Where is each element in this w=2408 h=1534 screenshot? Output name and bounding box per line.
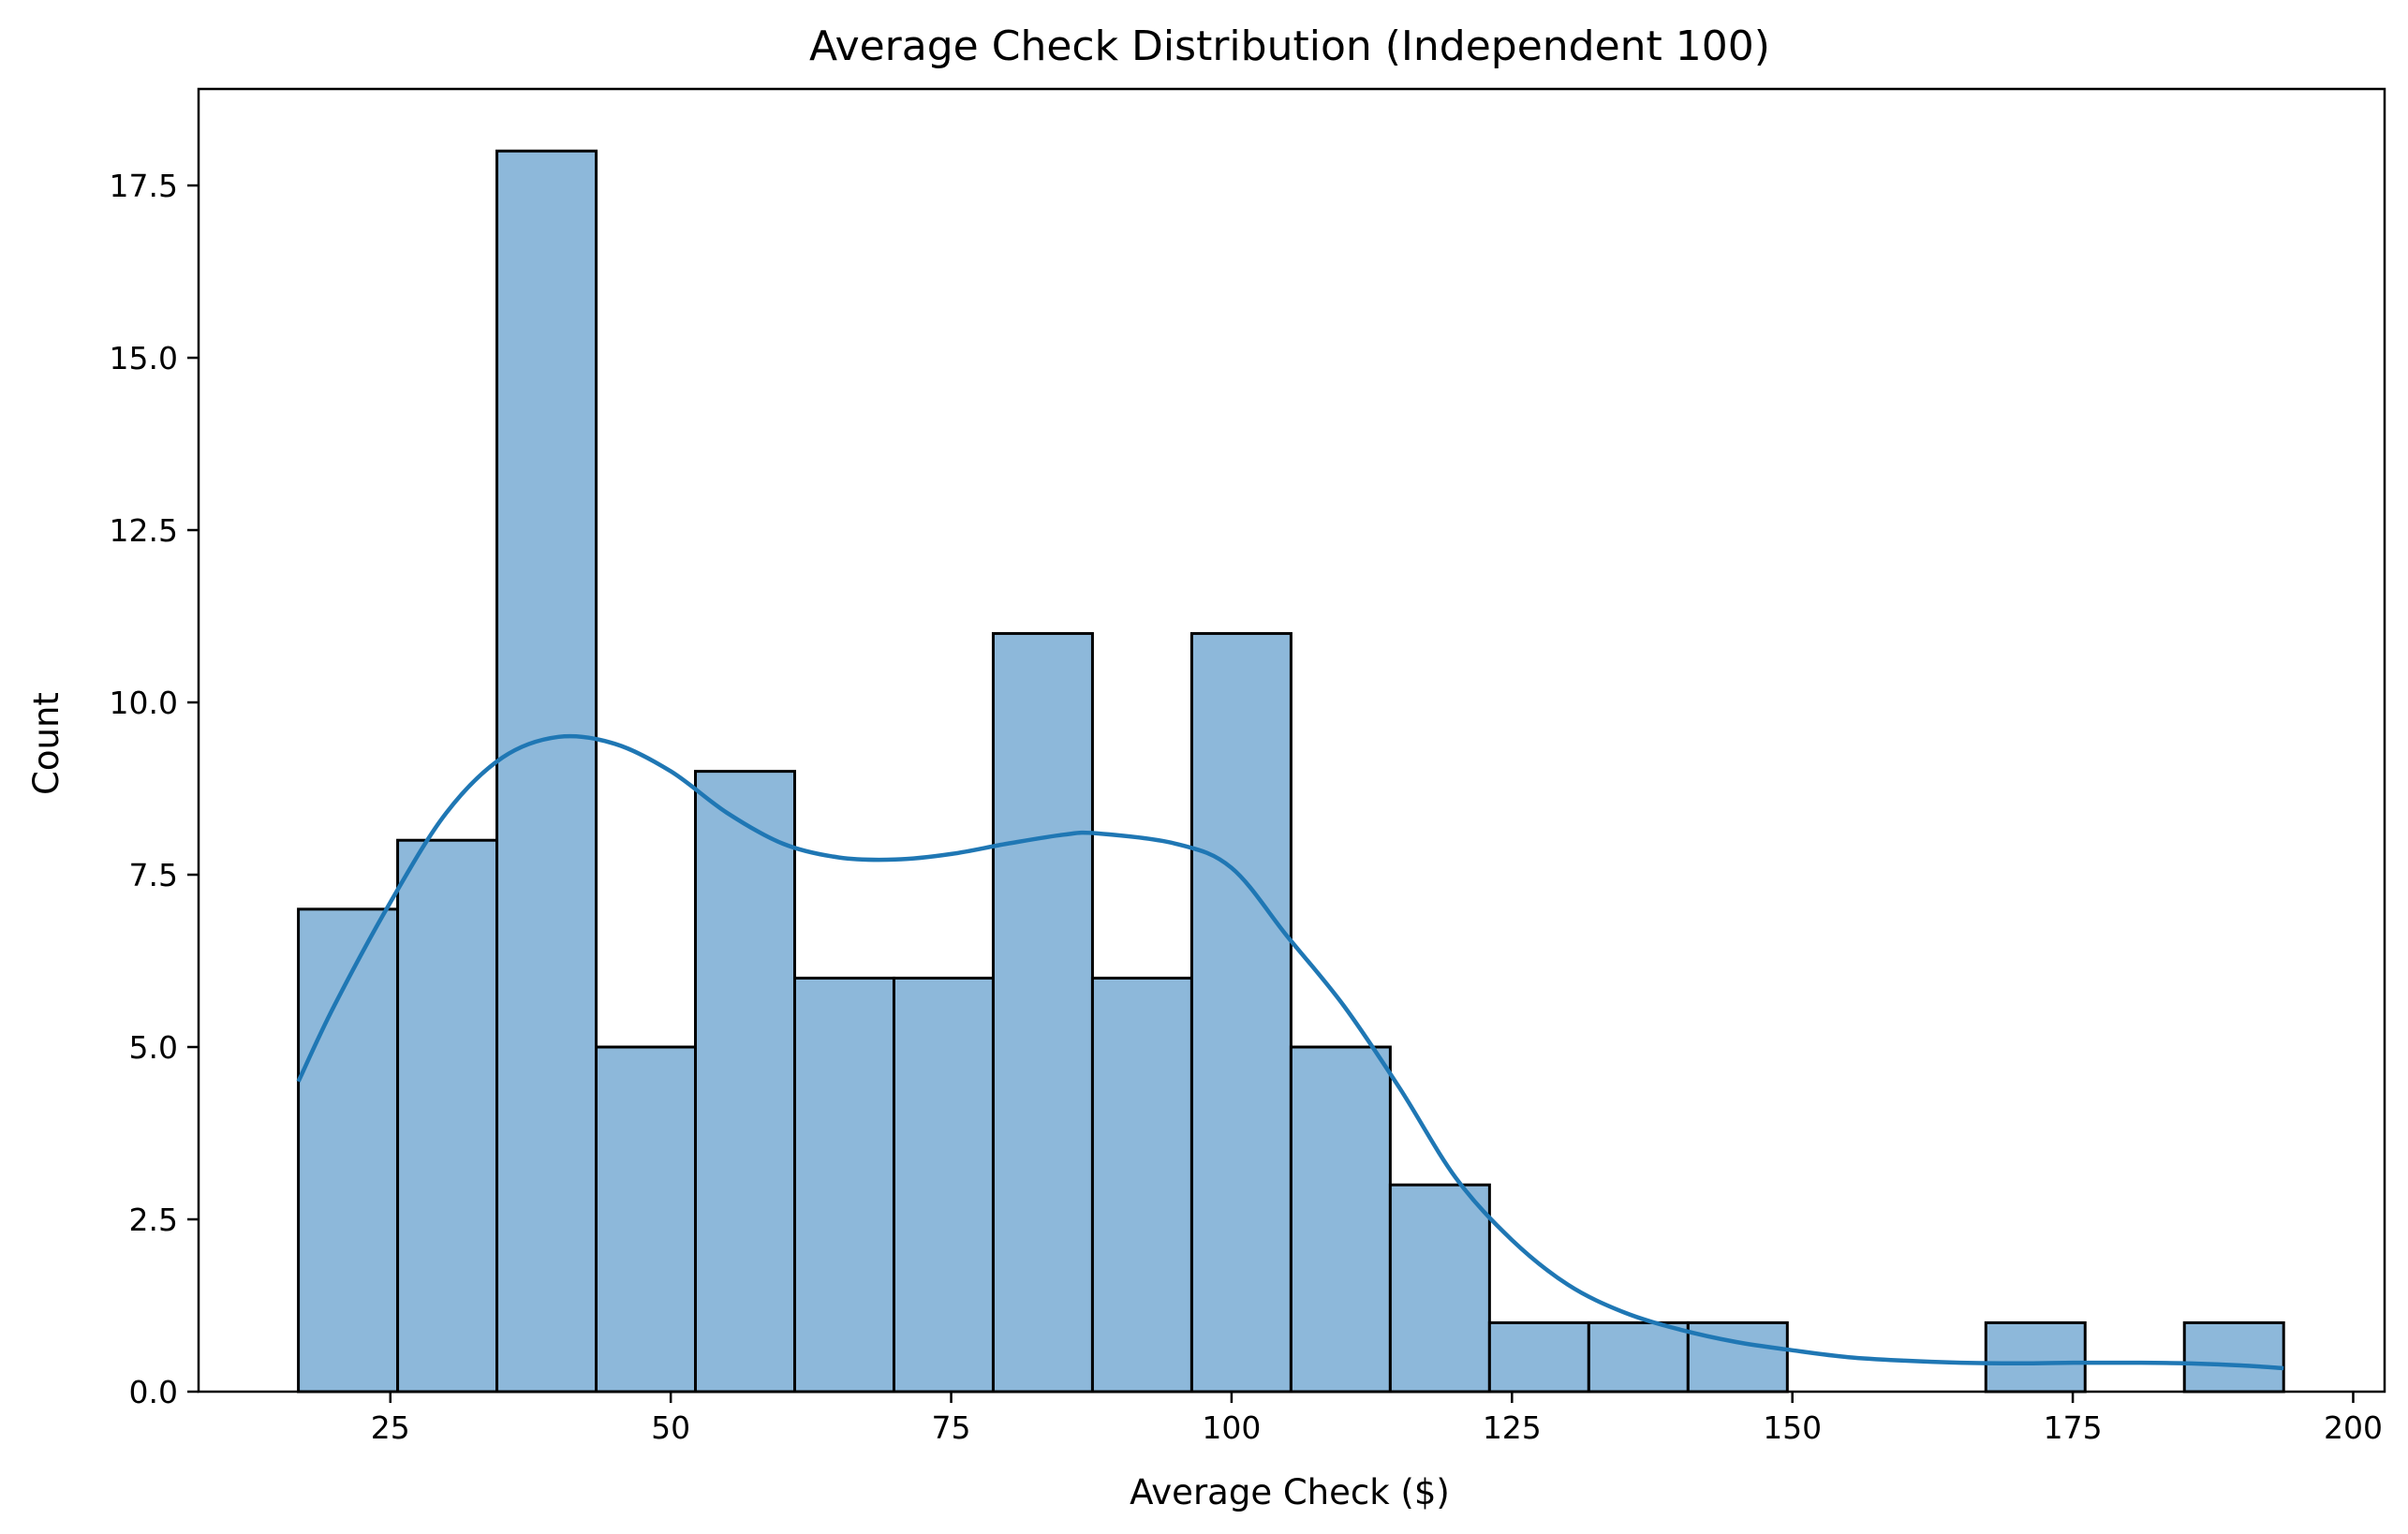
histogram-bar <box>1090 976 1193 1394</box>
y-tick-label: 15.0 <box>110 340 178 376</box>
chart-title: Average Check Distribution (Independent … <box>809 22 1770 70</box>
y-axis-label: Count <box>26 692 66 795</box>
histogram-bar <box>595 1045 698 1394</box>
x-tick-label: 150 <box>1763 1409 1822 1446</box>
histogram-bar <box>892 976 995 1394</box>
y-tick-label: 7.5 <box>129 857 178 893</box>
histogram-bar <box>1984 1320 2087 1394</box>
histogram-bar <box>1388 1183 1491 1394</box>
x-tick-label: 50 <box>651 1409 690 1446</box>
y-tick-label: 10.0 <box>110 685 178 721</box>
x-axis-ticks: 25 50 75 100 125 150 175 200 <box>371 1392 2383 1446</box>
histogram-bar <box>297 907 400 1394</box>
kde-curve <box>296 733 2284 1371</box>
histogram-bar <box>495 149 598 1394</box>
histogram-bar <box>396 838 499 1394</box>
histogram-bar <box>1487 1320 1590 1394</box>
x-tick-label: 75 <box>932 1409 971 1446</box>
histogram-bar <box>1289 1045 1392 1394</box>
y-tick-label: 17.5 <box>110 168 178 204</box>
x-axis-label: Average Check ($) <box>1130 1472 1450 1512</box>
y-tick-label: 2.5 <box>129 1202 178 1238</box>
plot-frame <box>197 87 2386 1394</box>
histogram-bar <box>1189 631 1293 1394</box>
histogram-bars <box>297 149 2285 1394</box>
y-tick-label: 12.5 <box>110 512 178 549</box>
x-tick-label: 25 <box>371 1409 410 1446</box>
histogram-bar <box>1587 1320 1690 1394</box>
histogram-bar <box>694 770 796 1394</box>
x-tick-label: 125 <box>1483 1409 1542 1446</box>
histogram-bar <box>991 631 1094 1394</box>
histogram-bar <box>2182 1320 2285 1394</box>
x-tick-label: 100 <box>1202 1409 1261 1446</box>
histogram-bar <box>792 976 895 1394</box>
x-tick-label: 200 <box>2324 1409 2383 1446</box>
x-tick-label: 175 <box>2044 1409 2103 1446</box>
y-tick-label: 5.0 <box>129 1029 178 1066</box>
y-tick-label: 0.0 <box>129 1374 178 1410</box>
y-axis-ticks: 0.0 2.5 5.0 7.5 10.0 12.5 15.0 17.5 <box>110 168 199 1410</box>
